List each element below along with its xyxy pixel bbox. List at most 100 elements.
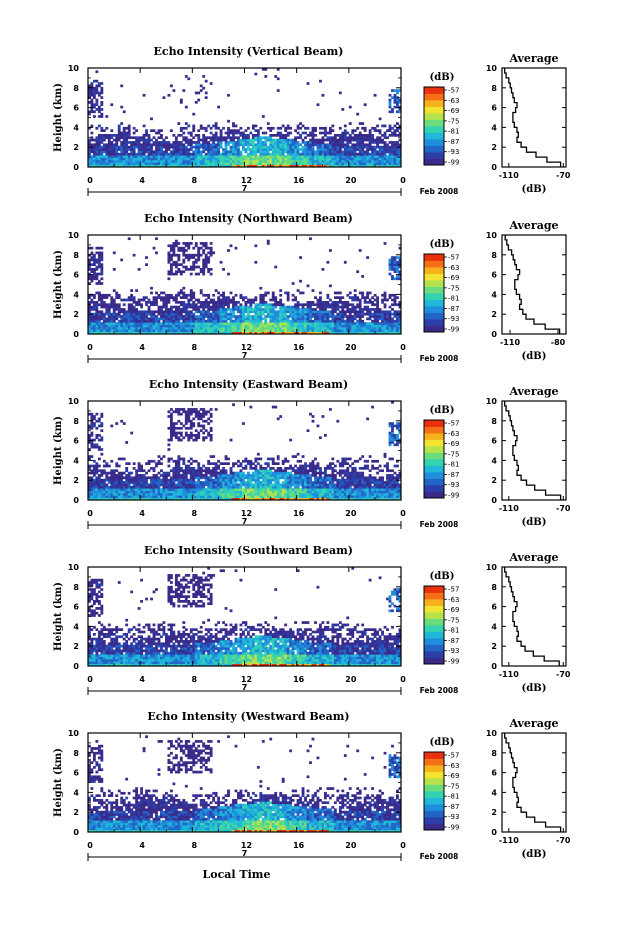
heatmap-cell: [90, 325, 93, 328]
heatmap-cell: [279, 134, 282, 137]
heatmap-cell: [100, 448, 103, 451]
heatmap-cell: [182, 481, 185, 484]
heatmap-cell: [371, 158, 374, 161]
heatmap-cell: [187, 329, 190, 332]
heatmap-cell: [163, 481, 166, 484]
heatmap-cell: [185, 162, 188, 165]
heatmap-cell: [302, 308, 305, 311]
heatmap-cell: [212, 146, 215, 149]
heatmap-cell: [143, 143, 146, 146]
heatmap-cell: [100, 415, 103, 418]
heatmap-cell: [105, 491, 108, 494]
heatmap-cell: [103, 313, 106, 316]
heatmap-cell: [143, 146, 146, 149]
heatmap-cell: [130, 303, 133, 306]
heatmap-cell: [145, 155, 148, 158]
heatmap-cell: [155, 139, 158, 142]
heatmap-cell: [336, 141, 339, 144]
heatmap-cell: [138, 320, 141, 323]
heatmap-cell: [130, 495, 133, 498]
heatmap-cell: [389, 151, 392, 154]
heatmap-cell: [237, 162, 240, 165]
heatmap-cell: [93, 160, 96, 163]
heatmap-cell: [158, 462, 161, 465]
heatmap-cell: [202, 136, 205, 139]
heatmap-cell: [212, 153, 215, 156]
heatmap-cell: [123, 146, 126, 149]
heatmap-cell: [165, 322, 168, 325]
heatmap-cell: [304, 327, 307, 330]
heatmap-cell: [317, 301, 320, 304]
heatmap-cell: [110, 143, 113, 146]
heatmap-cell: [108, 318, 111, 321]
heatmap-cell: [356, 329, 359, 332]
heatmap-cell: [312, 301, 315, 304]
heatmap-cell: [366, 153, 369, 156]
heatmap-cell: [247, 153, 250, 156]
heatmap-cell: [167, 252, 170, 255]
heatmap-cell: [135, 476, 138, 479]
heatmap-cell: [145, 162, 148, 165]
heatmap-cell: [242, 310, 245, 313]
heatmap-cell: [165, 143, 168, 146]
heatmap-cell: [165, 320, 168, 323]
heatmap-cell: [284, 141, 287, 144]
heatmap-cell: [190, 273, 193, 276]
heatmap-cell: [148, 162, 151, 165]
heatmap-cell: [143, 488, 146, 491]
heatmap-cell: [394, 96, 397, 99]
heatmap-cell: [93, 313, 96, 316]
heatmap-cell: [103, 495, 106, 498]
heatmap-cell: [249, 143, 252, 146]
heatmap-cell: [326, 162, 329, 165]
heatmap-cell: [235, 132, 238, 135]
heatmap-cell: [197, 92, 200, 95]
heatmap-cell: [145, 462, 148, 465]
heatmap-cell: [334, 143, 337, 146]
heatmap-cell: [329, 143, 332, 146]
heatmap-cell: [249, 153, 252, 156]
heatmap-cell: [123, 110, 126, 113]
heatmap-cell: [346, 151, 349, 154]
heatmap-cell: [252, 141, 255, 144]
heatmap-cell: [235, 146, 238, 149]
heatmap-cell: [267, 292, 270, 295]
heatmap-cell: [240, 318, 243, 321]
heatmap-cell: [297, 127, 300, 130]
heatmap-cell: [354, 139, 357, 142]
heatmap-cell: [232, 129, 235, 132]
heatmap-cell: [170, 469, 173, 472]
heatmap-cell: [148, 493, 151, 496]
heatmap-cell: [274, 155, 277, 158]
heatmap-cell: [359, 325, 362, 328]
heatmap-cell: [110, 474, 113, 477]
heatmap-cell: [185, 256, 188, 259]
heatmap-cell: [294, 148, 297, 151]
heatmap-cell: [232, 162, 235, 165]
heatmap-cell: [200, 418, 203, 421]
heatmap-cell: [324, 127, 327, 130]
heatmap-cell: [113, 310, 116, 313]
heatmap-cell: [202, 488, 205, 491]
heatmap-cell: [287, 299, 290, 302]
heatmap-cell: [346, 301, 349, 304]
heatmap-cell: [160, 136, 163, 139]
average-y-tick-label: 0: [491, 330, 497, 339]
heatmap-cell: [90, 268, 93, 271]
heatmap-cell: [354, 148, 357, 151]
heatmap-cell: [167, 162, 170, 165]
heatmap-cell: [222, 301, 225, 304]
heatmap-cell: [374, 308, 377, 311]
heatmap-cell: [180, 313, 183, 316]
heatmap-cell: [220, 294, 223, 297]
heatmap-cell: [212, 148, 215, 151]
heatmap-cell: [167, 313, 170, 316]
heatmap-cell: [190, 158, 193, 161]
heatmap-cell: [346, 315, 349, 318]
heatmap-cell: [123, 320, 126, 323]
heatmap-cell: [175, 301, 178, 304]
heatmap-cell: [359, 329, 362, 332]
heatmap-cell: [135, 325, 138, 328]
heatmap-cell: [272, 299, 275, 302]
heatmap-cell: [118, 139, 121, 142]
